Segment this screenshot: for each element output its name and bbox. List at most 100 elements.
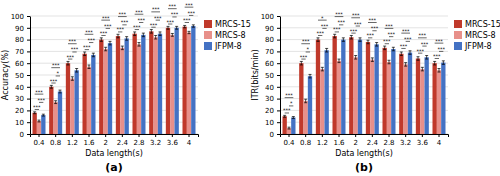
grid-line bbox=[30, 27, 198, 28]
error-bar bbox=[404, 63, 407, 67]
significance-label: *** bbox=[433, 53, 441, 59]
error-bar bbox=[167, 26, 170, 29]
x-tick: 2.8 bbox=[383, 134, 394, 147]
significance-label: *** bbox=[119, 11, 127, 17]
legend: MRCS-15MRCS-8JFPM-8 bbox=[454, 20, 500, 51]
significance-label: *** bbox=[419, 32, 427, 38]
bar bbox=[104, 49, 108, 134]
legend-swatch bbox=[454, 31, 462, 39]
x-tick-mark bbox=[322, 134, 323, 137]
significance-label: *** bbox=[135, 9, 143, 15]
y-tick: 60 bbox=[15, 60, 30, 68]
x-tick: 1.6 bbox=[333, 134, 345, 147]
y-tick-mark bbox=[277, 134, 280, 135]
bar bbox=[399, 54, 403, 134]
significance-label: *** bbox=[333, 26, 341, 32]
significance-label: *** bbox=[116, 26, 124, 32]
legend: MRCS-15MRCS-8JFPM-8 bbox=[204, 20, 251, 51]
x-tick: 4 bbox=[187, 134, 192, 147]
significance-label: * bbox=[290, 100, 293, 106]
significance-label: *** bbox=[71, 46, 79, 52]
significance-label: *** bbox=[87, 37, 95, 43]
significance-label: *** bbox=[85, 29, 93, 35]
y-tick-mark bbox=[277, 99, 280, 100]
axis-domain bbox=[30, 17, 31, 135]
y-tick-label: 70 bbox=[265, 48, 274, 56]
x-tick-label: 0.4 bbox=[33, 139, 45, 147]
y-tick: 10 bbox=[265, 119, 280, 127]
bar bbox=[87, 67, 91, 134]
y-tick-mark bbox=[27, 16, 30, 17]
error-bar bbox=[83, 52, 86, 56]
bar bbox=[49, 87, 53, 134]
x-tick-mark bbox=[172, 134, 173, 137]
significance-label: *** bbox=[152, 6, 160, 12]
significance-label: *** bbox=[185, 2, 193, 8]
y-tick: 30 bbox=[15, 95, 30, 103]
x-tick-mark bbox=[305, 134, 306, 137]
bar bbox=[141, 35, 145, 134]
error-bar bbox=[154, 35, 157, 39]
error-bar bbox=[133, 32, 136, 36]
bar bbox=[149, 31, 153, 134]
significance-label: *** bbox=[385, 23, 393, 29]
error-bar bbox=[300, 61, 303, 65]
bar bbox=[133, 34, 137, 134]
significance-label: *** bbox=[37, 97, 45, 103]
y-tick-mark bbox=[277, 110, 280, 111]
bar bbox=[308, 76, 312, 134]
significance-label: *** bbox=[50, 78, 58, 84]
legend-label: MRCS-15 bbox=[215, 20, 251, 29]
bar bbox=[108, 43, 112, 134]
bar bbox=[333, 36, 337, 134]
panel: 0.40.81.21.622.42.83.23.6401020304050607… bbox=[251, 11, 500, 174]
bar bbox=[37, 121, 41, 134]
y-axis-title: ITR(bits/min) bbox=[251, 49, 260, 100]
error-bar bbox=[125, 37, 128, 41]
significance-label: *** bbox=[321, 23, 329, 29]
y-tick: 40 bbox=[265, 84, 280, 92]
x-tick-mark bbox=[372, 134, 373, 137]
axis-domain bbox=[31, 135, 199, 138]
x-tick-mark bbox=[122, 134, 123, 137]
x-tick-label: 0.8 bbox=[300, 139, 311, 147]
panel-title: (a) bbox=[105, 161, 122, 174]
bar bbox=[320, 69, 324, 134]
y-tick: 0 bbox=[270, 131, 280, 139]
bar bbox=[325, 50, 329, 134]
error-bar bbox=[183, 25, 186, 27]
significance-label: *** bbox=[169, 3, 177, 9]
bar bbox=[91, 55, 95, 134]
y-tick-mark bbox=[27, 63, 30, 64]
error-bar bbox=[375, 43, 378, 47]
x-tick-mark bbox=[422, 134, 423, 137]
error-bar bbox=[388, 60, 391, 64]
x-tick: 1.2 bbox=[67, 134, 78, 147]
y-tick: 40 bbox=[15, 84, 30, 92]
error-bar bbox=[283, 115, 286, 117]
bar bbox=[341, 40, 345, 134]
bar bbox=[66, 63, 70, 134]
bar bbox=[116, 36, 120, 134]
error-bar bbox=[442, 61, 445, 65]
significance-label: *** bbox=[402, 28, 410, 34]
y-tick-label: 40 bbox=[265, 84, 274, 92]
significance-label: *** bbox=[354, 21, 362, 27]
error-bar bbox=[321, 67, 324, 71]
grid bbox=[280, 16, 448, 134]
bar bbox=[137, 44, 141, 134]
x-tick-mark bbox=[105, 134, 106, 137]
error-bar bbox=[67, 61, 70, 65]
significance-label: *** bbox=[371, 25, 379, 31]
significance-label: *** bbox=[421, 41, 429, 47]
error-bar bbox=[354, 56, 357, 60]
grid bbox=[30, 16, 198, 134]
bar bbox=[58, 92, 62, 134]
y-axis: 0102030405060708090100 bbox=[261, 13, 281, 139]
error-bar bbox=[367, 40, 370, 44]
bar bbox=[370, 60, 374, 134]
significance-label: *** bbox=[369, 17, 377, 23]
error-bar bbox=[304, 99, 307, 103]
y-tick-label: 60 bbox=[265, 60, 274, 68]
error-bar bbox=[92, 53, 95, 57]
